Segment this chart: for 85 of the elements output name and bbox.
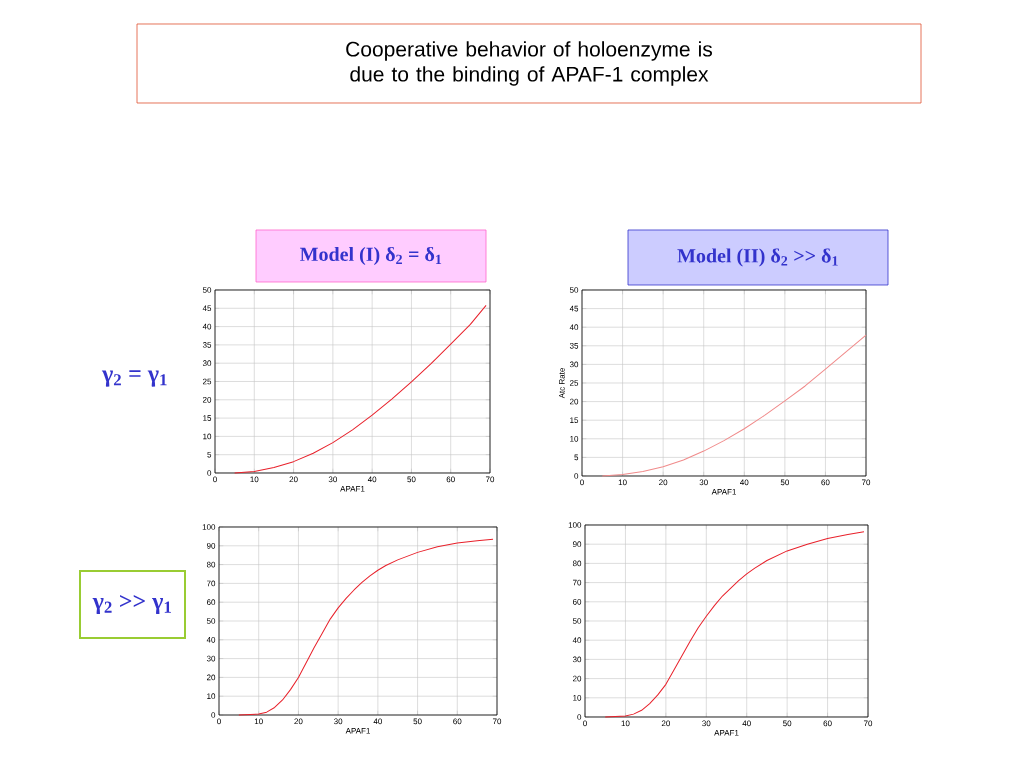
y-axis-title: Atc Rate bbox=[559, 368, 565, 399]
x-tick-label: 70 bbox=[863, 720, 873, 727]
text: γ$_{2}$ = γ$_{1}$ bbox=[101, 370, 167, 387]
y-tick-label: 80 bbox=[206, 561, 216, 568]
y-tick-label: 60 bbox=[206, 599, 216, 606]
text: Cooperative behavior of holoenzyme is due to the binding of APAF-1 complex bbox=[346, 41, 713, 86]
y-tick-label: 45 bbox=[569, 305, 579, 312]
y-tick-label: 40 bbox=[569, 324, 579, 331]
x-tick-label: 40 bbox=[367, 476, 377, 483]
x-axis-title: APAF1 bbox=[340, 486, 365, 492]
x-tick-label: 0 bbox=[583, 720, 587, 727]
y-tick-label: 40 bbox=[206, 636, 216, 643]
y-tick-label: 30 bbox=[572, 656, 582, 663]
y-tick-label: 100 bbox=[202, 524, 216, 530]
y-tick-label: 30 bbox=[206, 655, 216, 662]
x-tick-label: 10 bbox=[618, 479, 627, 486]
x-tick-label: 50 bbox=[407, 476, 416, 483]
x-tick-label: 50 bbox=[780, 479, 789, 486]
x-tick-label: 60 bbox=[453, 718, 462, 725]
x-axis-title: APAF1 bbox=[714, 730, 739, 736]
y-tick-label: 5 bbox=[207, 451, 212, 458]
y-tick-label: 40 bbox=[202, 323, 212, 330]
x-tick-label: 10 bbox=[254, 718, 263, 725]
y-tick-label: 35 bbox=[569, 342, 579, 349]
x-tick-label: 30 bbox=[328, 476, 337, 483]
y-tick-label: 50 bbox=[569, 287, 579, 293]
y-tick-label: 45 bbox=[202, 305, 212, 312]
x-tick-label: 20 bbox=[661, 720, 671, 727]
y-tick-label: 90 bbox=[572, 541, 582, 548]
x-tick-label: 70 bbox=[861, 479, 871, 486]
x-tick-label: 0 bbox=[217, 718, 221, 725]
chart-title: Model (II) δ$_{2}$ >> δ$_{1}$ bbox=[677, 248, 838, 267]
y-tick-label: 0 bbox=[577, 714, 582, 720]
y-tick-label: 70 bbox=[572, 579, 582, 586]
y-tick-label: 30 bbox=[202, 360, 212, 367]
y-tick-label: 60 bbox=[572, 598, 582, 605]
y-tick-label: 5 bbox=[574, 454, 579, 461]
x-tick-label: 30 bbox=[699, 479, 708, 486]
x-tick-label: 30 bbox=[334, 718, 343, 725]
y-tick-label: 80 bbox=[572, 560, 582, 567]
y-tick-label: 20 bbox=[206, 674, 216, 681]
x-tick-label: 20 bbox=[294, 718, 303, 725]
x-tick-label: 50 bbox=[413, 718, 422, 725]
x-tick-label: 70 bbox=[485, 476, 495, 483]
y-tick-label: 25 bbox=[569, 380, 579, 386]
x-tick-label: 30 bbox=[702, 720, 711, 727]
x-tick-label: 60 bbox=[821, 479, 830, 486]
y-tick-label: 15 bbox=[570, 417, 579, 423]
y-tick-label: 10 bbox=[573, 694, 582, 701]
y-tick-label: 0 bbox=[207, 470, 212, 476]
chart-title: Model (I) δ$_{2}$ = δ$_{1}$ bbox=[300, 246, 442, 266]
y-tick-label: 10 bbox=[203, 433, 212, 440]
x-tick-label: 40 bbox=[373, 718, 382, 725]
x-tick-label: 10 bbox=[250, 476, 259, 483]
y-tick-label: 20 bbox=[572, 675, 582, 682]
x-tick-label: 40 bbox=[740, 479, 749, 486]
x-tick-label: 20 bbox=[659, 479, 668, 486]
x-tick-label: 20 bbox=[289, 476, 298, 483]
y-tick-label: 25 bbox=[202, 378, 212, 385]
line-series bbox=[601, 334, 867, 477]
y-tick-label: 50 bbox=[202, 287, 212, 293]
y-tick-label: 20 bbox=[569, 398, 579, 405]
x-tick-label: 60 bbox=[823, 720, 832, 727]
y-tick-label: 35 bbox=[202, 342, 212, 348]
y-tick-label: 0 bbox=[211, 712, 216, 718]
x-tick-label: 70 bbox=[492, 718, 502, 725]
x-tick-label: 10 bbox=[621, 720, 630, 727]
y-tick-label: 30 bbox=[569, 361, 579, 368]
x-tick-label: 60 bbox=[446, 476, 455, 483]
x-axis-title: APAF1 bbox=[711, 489, 736, 495]
y-tick-label: 70 bbox=[206, 580, 216, 587]
line-series bbox=[234, 304, 487, 474]
text: γ$_{2}$ >> γ$_{1}$ bbox=[92, 594, 171, 615]
y-tick-label: 50 bbox=[206, 618, 216, 624]
y-tick-label: 50 bbox=[572, 618, 582, 624]
y-tick-label: 40 bbox=[572, 637, 582, 644]
y-tick-label: 15 bbox=[203, 415, 212, 421]
y-tick-label: 20 bbox=[202, 396, 212, 403]
y-tick-label: 100 bbox=[568, 522, 582, 528]
x-tick-label: 40 bbox=[742, 720, 751, 727]
x-axis-title: APAF1 bbox=[345, 728, 370, 734]
y-tick-label: 10 bbox=[207, 693, 216, 700]
y-tick-label: 90 bbox=[206, 542, 216, 549]
y-tick-label: 10 bbox=[570, 435, 579, 442]
x-tick-label: 50 bbox=[783, 720, 792, 727]
